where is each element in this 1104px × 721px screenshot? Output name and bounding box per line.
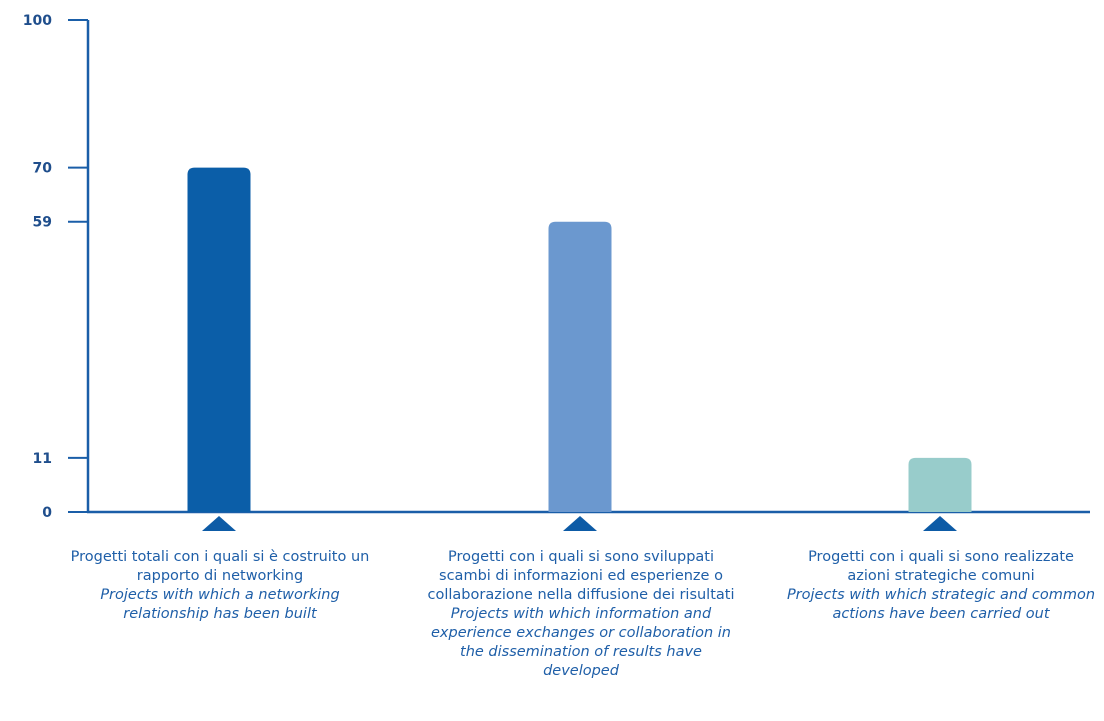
bar-1	[187, 167, 251, 512]
bar-2	[548, 221, 612, 512]
category-label-1-english: Projects with which a networking relatio…	[100, 587, 340, 622]
y-tick-label-100: 100	[23, 13, 52, 29]
category-marker-1	[202, 516, 236, 531]
category-label-1: Progetti totali con i quali si è costrui…	[65, 548, 375, 624]
category-label-3: Progetti con i quali si sono realizzate …	[786, 548, 1096, 624]
y-tick-label-11: 11	[33, 451, 52, 467]
category-label-3-italian: Progetti con i quali si sono realizzate …	[808, 549, 1074, 584]
category-label-2: Progetti con i quali si sono sviluppati …	[425, 548, 737, 681]
bar-3	[908, 457, 972, 512]
category-label-3-english: Projects with which strategic and common…	[786, 587, 1096, 622]
y-tick-label-59: 59	[33, 215, 52, 231]
category-marker-3	[923, 516, 957, 531]
y-tick-label-0: 0	[42, 505, 52, 521]
category-marker-2	[563, 516, 597, 531]
category-label-2-italian: Progetti con i quali si sono sviluppati …	[427, 549, 735, 603]
y-tick-label-70: 70	[33, 161, 53, 177]
category-label-2-english: Projects with which information and expe…	[430, 606, 731, 679]
category-label-1-italian: Progetti totali con i quali si è costrui…	[70, 549, 370, 584]
